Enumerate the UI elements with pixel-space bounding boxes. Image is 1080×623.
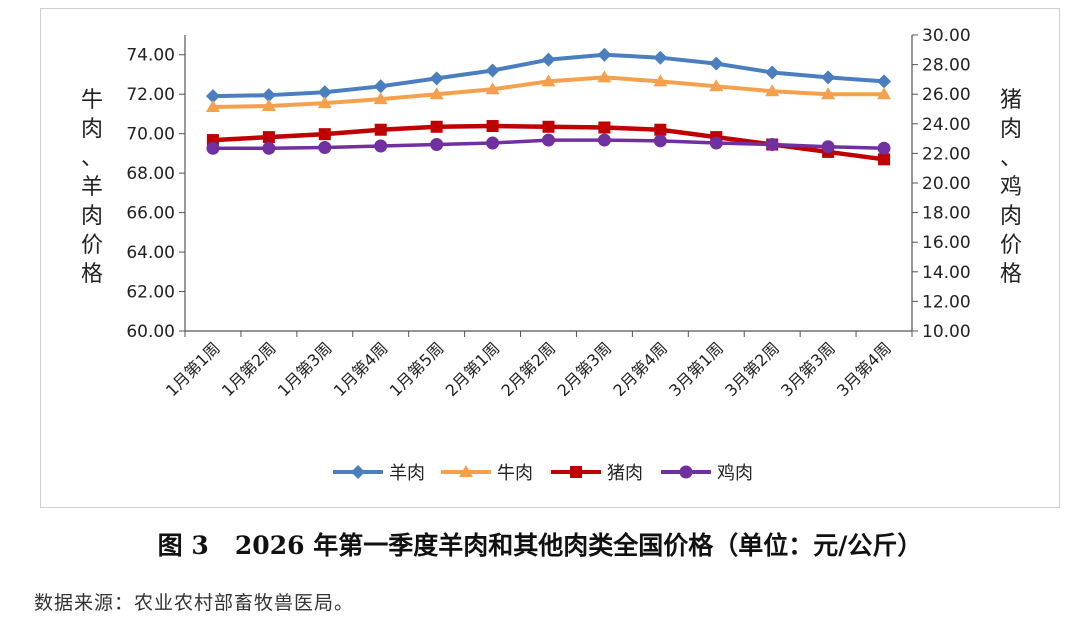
x-tick-label: 3月第2周 [721,338,783,400]
right-tick-label: 30.00 [922,26,971,46]
data-point-triangle [317,96,332,109]
data-point-circle [709,136,723,150]
data-point-circle [597,133,611,147]
x-tick-label: 1月第2周 [218,338,280,400]
x-tick-label: 3月第4周 [833,338,895,400]
data-point-square [430,120,443,133]
data-point-diamond [821,70,836,85]
right-axis-title: 猪肉、鸡肉价格 [1000,88,1022,287]
data-point-circle [486,136,500,150]
x-tick-label: 3月第3周 [777,338,839,400]
data-point-diamond [597,47,612,62]
left-tick-label: 74.00 [126,46,175,66]
data-point-square [318,128,331,141]
data-point-diamond [429,71,444,86]
right-tick-label: 12.00 [922,292,971,312]
data-point-diamond [765,65,780,80]
left-tick-label: 72.00 [126,85,175,105]
data-point-triangle [597,70,612,83]
data-point-triangle [205,100,220,113]
legend-marker [679,465,693,479]
data-point-triangle [765,84,780,97]
right-tick-label: 10.00 [922,322,971,342]
data-point-circle [821,140,835,154]
data-point-diamond [485,63,500,78]
x-tick-label: 2月第1周 [442,338,504,400]
chart-frame [40,8,1060,508]
figure-title: 2026 年第一季度羊肉和其他肉类全国价格（单位：元/公斤） [234,531,923,560]
left-tick-label: 64.00 [126,243,175,263]
data-point-diamond [261,88,276,103]
legend-marker [351,465,365,479]
x-tick-label: 2月第4周 [609,338,671,400]
left-axis-title: 牛肉、羊肉价格 [81,88,103,287]
right-tick-label: 26.00 [922,85,971,105]
left-tick-label: 66.00 [126,204,175,224]
right-tick-label: 20.00 [922,174,971,194]
data-point-triangle [877,87,892,100]
legend-marker [570,466,582,478]
x-tick-label: 1月第4周 [330,338,392,400]
data-point-triangle [821,87,836,100]
left-tick-label: 60.00 [126,322,175,342]
right-tick-label: 24.00 [922,115,971,135]
x-tick-label: 1月第3周 [274,338,336,400]
data-source-note: 数据来源：农业农村部畜牧兽医局。 [34,592,355,614]
data-point-circle [653,134,667,148]
right-tick-label: 22.00 [922,144,971,164]
x-tick-label: 1月第5周 [386,338,448,400]
legend-marker [459,465,473,477]
right-tick-label: 18.00 [922,204,971,224]
legend-label: 鸡肉 [717,463,753,484]
line-chart: 60.00 62.00 64.00 66.00 68.00 70.00 72.00 74.00… [81,26,1022,484]
data-point-diamond [317,85,332,100]
data-point-triangle [485,82,500,95]
data-point-square [486,120,499,133]
data-point-diamond [709,56,724,71]
figure-caption: 图 3 2026 年第一季度羊肉和其他肉类全国价格（单位：元/公斤） [0,526,1080,562]
data-point-triangle [541,74,556,87]
left-tick-label: 62.00 [126,283,175,303]
data-point-circle [877,141,891,155]
data-point-triangle [261,99,276,112]
data-point-square [878,153,891,166]
data-point-square [374,123,387,136]
figure-number: 图 3 [157,531,209,560]
right-tick-label: 16.00 [922,233,971,253]
x-tick-label: 1月第1周 [162,338,224,400]
data-point-diamond [541,52,556,67]
data-point-circle [542,133,555,147]
data-point-circle [374,139,388,153]
data-point-triangle [429,87,444,100]
data-point-circle [262,141,276,155]
data-point-square [542,120,555,133]
legend-label: 牛肉 [497,463,533,484]
data-point-square [262,131,275,144]
x-tick-label: 2月第2周 [498,338,560,400]
data-point-circle [318,140,332,154]
x-tick-label: 2月第3周 [553,338,615,400]
legend-label: 猪肉 [607,463,643,484]
data-point-triangle [373,92,388,105]
data-point-circle [765,138,779,152]
data-point-triangle [653,74,668,87]
x-tick-label: 3月第1周 [665,338,727,400]
data-point-diamond [373,79,388,94]
right-tick-label: 14.00 [922,263,971,283]
legend-label: 羊肉 [389,463,425,484]
data-point-diamond [653,50,668,65]
data-point-square [598,121,611,134]
data-point-circle [430,138,444,152]
data-point-square [654,123,667,136]
data-point-diamond [877,74,892,89]
data-point-triangle [709,79,724,92]
left-tick-label: 68.00 [126,164,175,184]
data-point-circle [206,141,220,155]
left-tick-label: 70.00 [126,125,175,145]
data-point-diamond [205,89,220,104]
right-tick-label: 28.00 [922,56,971,76]
